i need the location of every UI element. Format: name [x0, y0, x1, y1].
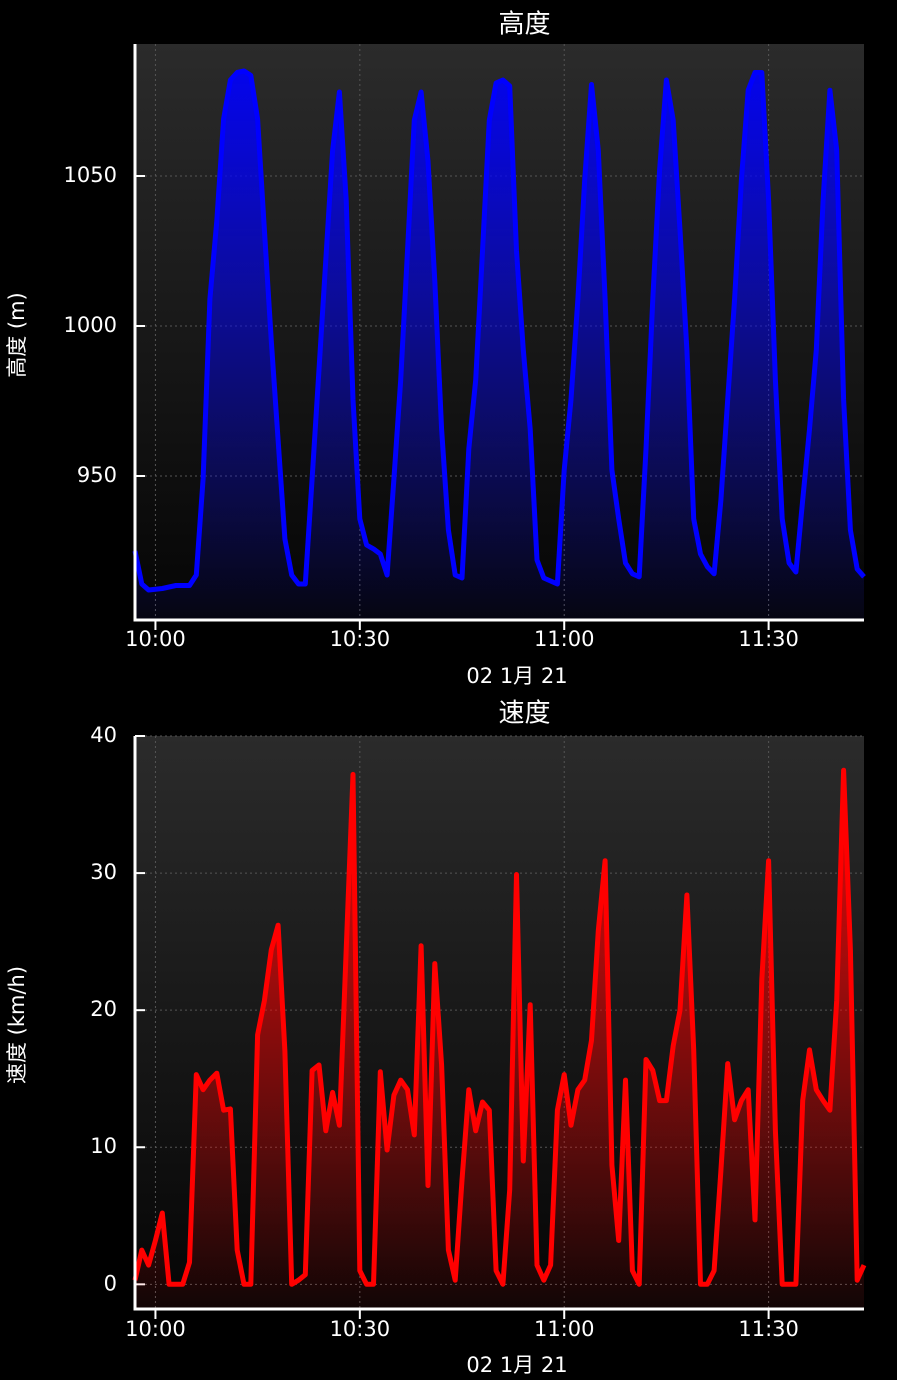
y-tick-label: 40: [90, 723, 117, 747]
y-tick-label: 950: [77, 463, 117, 487]
y-tick-label: 0: [104, 1271, 117, 1295]
y-tick-label: 1000: [64, 313, 117, 337]
chart-title: 速度: [498, 699, 550, 729]
area-fill: [135, 770, 864, 1309]
x-tick-label: 10:00: [125, 627, 186, 651]
area-fill: [135, 71, 864, 620]
x-tick-label: 11:30: [738, 1317, 799, 1341]
data-line: [132, 68, 866, 593]
x-axis-label: 02 1月 21: [466, 664, 567, 688]
x-tick-label: 11:30: [738, 627, 799, 651]
x-tick-label: 10:30: [330, 1317, 391, 1341]
y-tick-label: 10: [90, 1134, 117, 1158]
x-axis-label: 02 1月 21: [466, 1353, 567, 1377]
x-tick-label: 11:00: [534, 1317, 595, 1341]
x-tick-label: 11:00: [534, 627, 595, 651]
y-tick-label: 30: [90, 860, 117, 884]
y-tick-label: 20: [90, 997, 117, 1021]
chart-title: 高度: [498, 10, 550, 40]
y-axis-label: 速度 (km/h): [5, 966, 29, 1084]
data-line: [132, 767, 867, 1287]
y-tick-label: 1050: [64, 163, 117, 187]
x-tick-label: 10:00: [125, 1317, 186, 1341]
x-tick-label: 10:30: [330, 627, 391, 651]
y-axis-label: 高度 (m): [5, 292, 29, 378]
